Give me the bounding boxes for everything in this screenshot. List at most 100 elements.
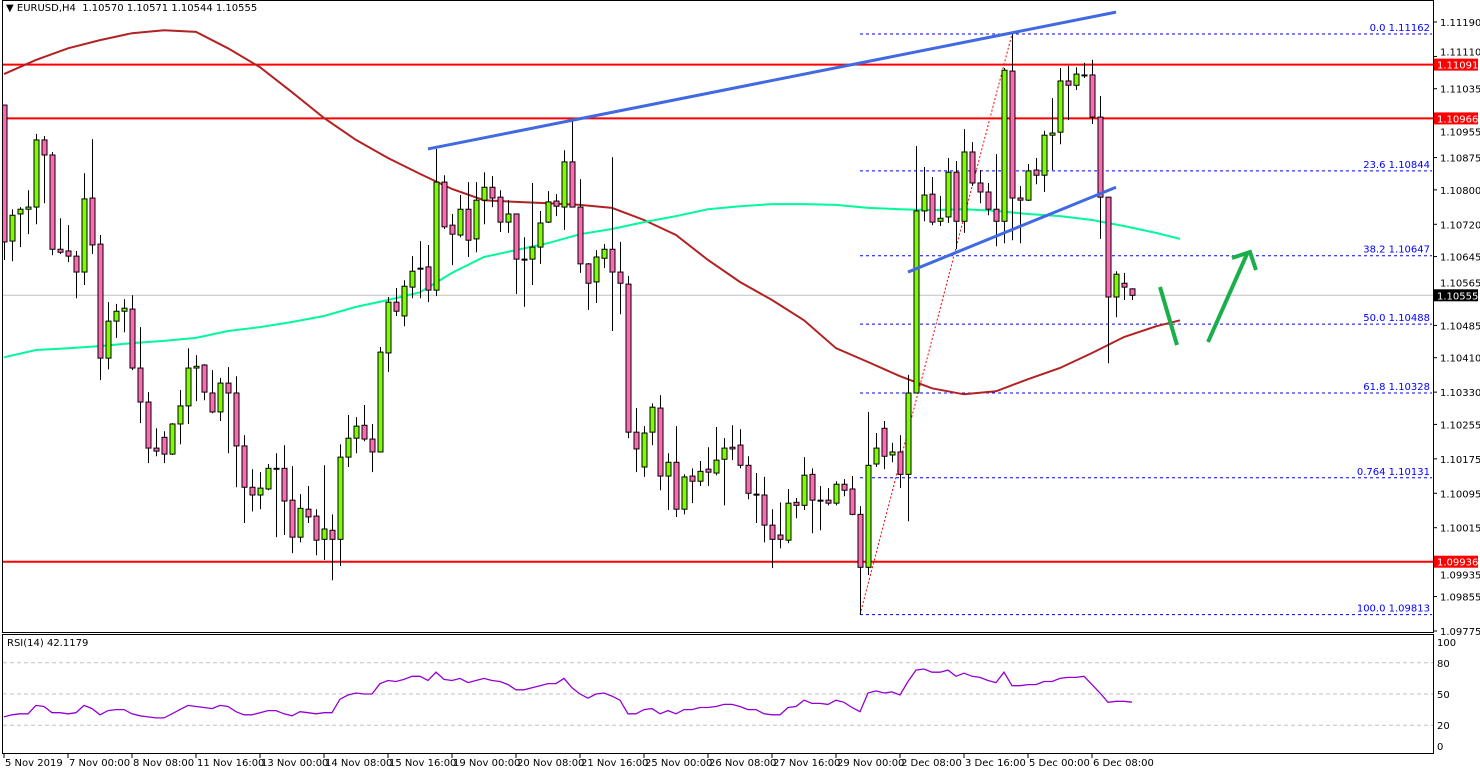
bull-candle — [1113, 273, 1120, 298]
bull-candle — [273, 467, 280, 470]
time-tick-label: 19 Nov 00:00 — [453, 758, 520, 769]
bear-candle — [513, 213, 520, 260]
time-tick-label: 26 Nov 08:00 — [709, 758, 776, 769]
fib-level-label: 50.0 1.10488 — [1363, 313, 1430, 324]
bull-candle — [753, 493, 760, 496]
level-price-badge-label: 1.09936 — [1437, 558, 1478, 569]
bull-candle — [521, 258, 528, 261]
bull-candle — [1049, 132, 1056, 136]
time-tick-label: 5 Nov 2019 — [5, 758, 63, 769]
bear-candle — [793, 501, 800, 506]
bear-candle — [985, 191, 992, 210]
rsi-tick-label: 0 — [1437, 742, 1443, 753]
symbol-label: EURUSD,H4 — [16, 3, 76, 14]
price-tick-label: 1.10955 — [1440, 127, 1480, 138]
price-tick-label: 1.10330 — [1440, 388, 1480, 399]
bull-candle — [1041, 134, 1048, 176]
bear-candle — [209, 392, 216, 413]
bear-candle — [929, 193, 936, 223]
bull-candle — [649, 406, 656, 433]
triangle-down-icon[interactable]: ▼ — [6, 3, 14, 14]
time-tick-label: 3 Dec 16:00 — [965, 758, 1026, 769]
time-tick-label: 15 Nov 16:00 — [389, 758, 456, 769]
ohlc-readout: 1.10570 1.10571 1.10544 1.10555 — [82, 3, 258, 14]
bull-candle — [25, 206, 32, 210]
level-price-badge — [1434, 58, 1478, 71]
bull-candle — [561, 161, 568, 208]
bear-candle — [329, 529, 336, 540]
bear-candle — [233, 392, 240, 447]
bear-candle — [57, 248, 64, 253]
time-tick-label: 6 Dec 08:00 — [1093, 758, 1154, 769]
main-pane: 0.0 1.11162 23.6 1.10844 38.2 1.10647 50.0 … — [3, 10, 1433, 616]
time-tick-label: 27 Nov 16:00 — [773, 758, 840, 769]
bull-candle — [1081, 74, 1088, 77]
bear-candle — [849, 488, 856, 515]
bull-candle — [113, 310, 120, 322]
bull-candle — [801, 474, 808, 506]
bull-candle — [345, 437, 352, 458]
bear-candle — [953, 171, 960, 222]
bear-candle — [825, 499, 832, 504]
bear-candle — [553, 200, 560, 207]
rsi-line — [3, 668, 1133, 719]
bear-candle — [1105, 196, 1112, 298]
bear-candle — [137, 367, 144, 403]
time-tick-label: 11 Nov 16:00 — [197, 758, 264, 769]
fib-level-label: 0.0 1.11162 — [1370, 23, 1430, 34]
price-tick-label: 1.10095 — [1440, 489, 1480, 500]
bull-candle — [785, 502, 792, 541]
price-tick-label: 1.10800 — [1440, 186, 1480, 197]
bear-candle — [1121, 282, 1128, 288]
rsi-tick-label: 100 — [1437, 638, 1456, 649]
bear-candle — [369, 438, 376, 453]
bull-candle — [353, 425, 360, 439]
trendline — [427, 10, 1117, 151]
bear-candle — [577, 206, 584, 265]
bull-candle — [81, 198, 88, 273]
bear-candle — [745, 464, 752, 494]
time-tick-label: 8 Nov 08:00 — [133, 758, 194, 769]
price-tick-label: 1.11110 — [1440, 48, 1480, 59]
fib-level-label: 23.6 1.10844 — [1363, 160, 1430, 171]
fib-level-label: 38.2 1.10647 — [1363, 245, 1430, 256]
time-tick-label: 2 Dec 08:00 — [901, 758, 962, 769]
bull-candle — [1001, 69, 1008, 222]
time-tick-label: 20 Nov 08:00 — [517, 758, 584, 769]
bear-candle — [289, 499, 296, 538]
bear-candle — [729, 446, 736, 450]
bear-candle — [153, 447, 160, 452]
bull-candle — [889, 451, 896, 456]
bear-candle — [761, 494, 768, 526]
current-price-badge — [1434, 289, 1478, 302]
bull-candle — [665, 461, 672, 477]
bear-candle — [129, 308, 136, 369]
fib-base-line — [859, 33, 1013, 615]
bear-candle — [497, 196, 504, 223]
bull-candle — [921, 194, 928, 212]
rsi-tick-label: 50 — [1437, 690, 1450, 701]
annotation-arrows — [1158, 249, 1258, 346]
time-tick-label: 14 Nov 08:00 — [325, 758, 392, 769]
price-tick-label: 1.10015 — [1440, 524, 1480, 535]
chart-header: ▼ EURUSD,H4 1.10570 1.10571 1.10544 1.10… — [6, 3, 257, 14]
bear-candle — [281, 467, 288, 502]
bear-candle — [617, 271, 624, 284]
bear-candle — [41, 139, 48, 156]
bear-candle — [313, 515, 320, 541]
bull-candle — [9, 214, 16, 242]
bear-candle — [633, 431, 640, 450]
bear-candle — [585, 263, 592, 284]
price-tick-label: 1.11190 — [1440, 18, 1480, 29]
bear-candle — [625, 283, 632, 433]
bull-candle — [937, 217, 944, 222]
bull-candle — [457, 208, 464, 236]
bear-candle — [449, 224, 456, 235]
bear-candle — [65, 250, 72, 257]
bear-candle — [49, 154, 56, 250]
bear-candle — [225, 382, 232, 394]
bull-candle — [177, 405, 184, 425]
bull-candle — [641, 432, 648, 468]
time-tick-label: 21 Nov 16:00 — [581, 758, 648, 769]
